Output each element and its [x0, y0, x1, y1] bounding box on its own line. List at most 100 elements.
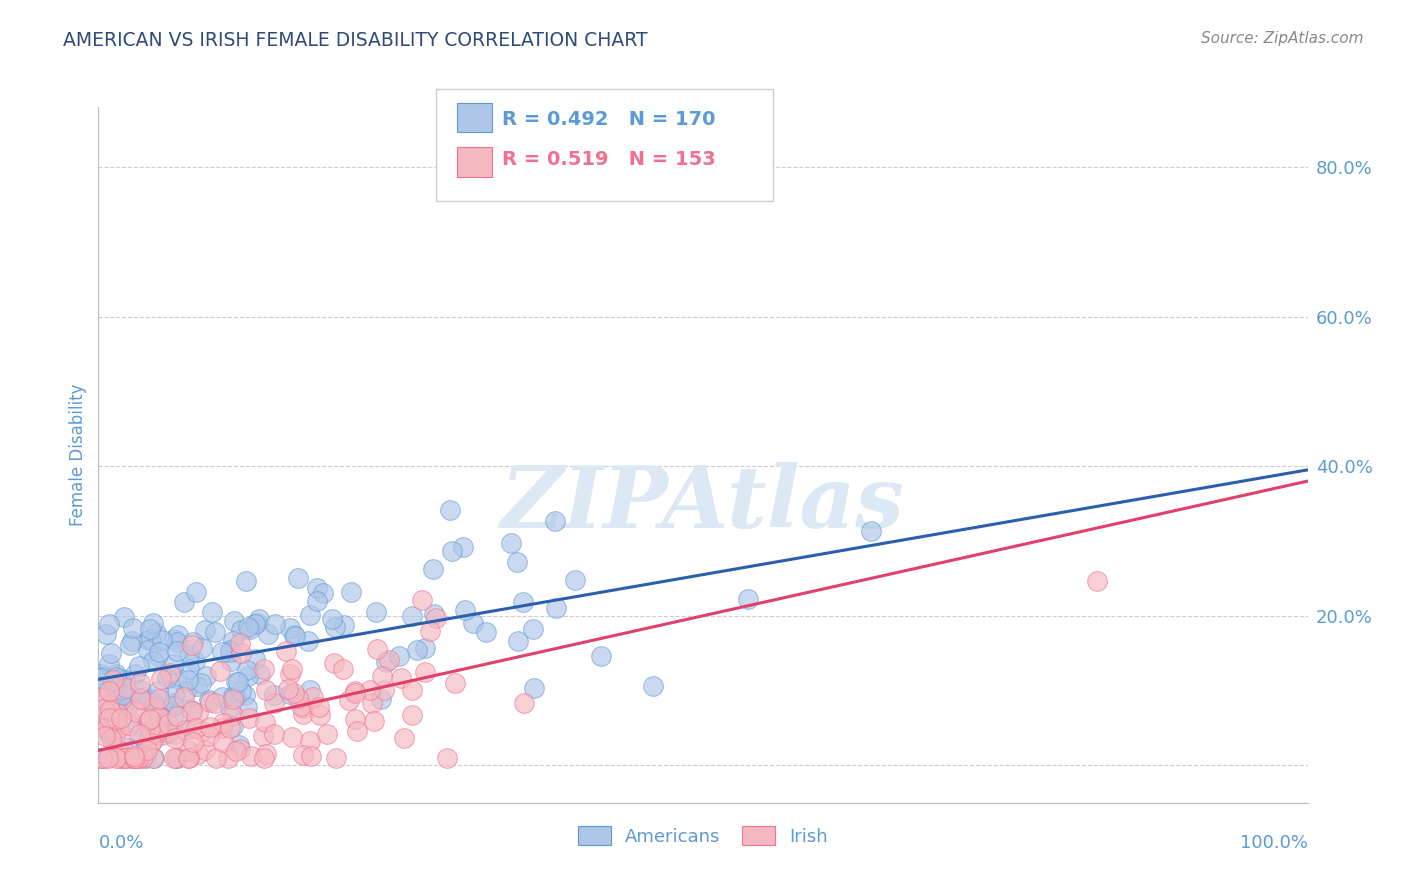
Point	[179, 648, 201, 663]
Point	[91, 670, 114, 684]
Point	[211, 734, 233, 748]
Point	[148, 692, 170, 706]
Point	[321, 612, 343, 626]
Point	[129, 683, 152, 698]
Point	[100, 729, 122, 743]
Point	[165, 731, 187, 745]
Point	[98, 703, 121, 717]
Point	[297, 633, 319, 648]
Point	[157, 726, 180, 740]
Point	[138, 731, 160, 745]
Point	[305, 594, 328, 608]
Point	[90, 667, 112, 681]
Point	[253, 751, 276, 765]
Point	[309, 707, 332, 722]
Point	[186, 679, 208, 693]
Point	[131, 751, 153, 765]
Point	[299, 608, 322, 623]
Point	[115, 681, 138, 696]
Point	[139, 622, 162, 636]
Point	[287, 690, 309, 705]
Point	[129, 675, 152, 690]
Point	[89, 690, 111, 705]
Point	[136, 633, 159, 648]
Point	[163, 751, 186, 765]
Point	[323, 620, 346, 634]
Point	[231, 646, 253, 660]
Point	[292, 707, 315, 722]
Point	[375, 655, 398, 669]
Point	[114, 751, 136, 765]
Point	[89, 712, 111, 726]
Point	[239, 622, 262, 636]
Point	[121, 634, 143, 648]
Point	[219, 654, 242, 668]
Y-axis label: Female Disability: Female Disability	[69, 384, 87, 526]
Point	[115, 701, 138, 715]
Point	[162, 708, 184, 723]
Text: R = 0.519   N = 153: R = 0.519 N = 153	[502, 150, 716, 169]
Point	[290, 699, 312, 714]
Point	[146, 649, 169, 664]
Point	[165, 751, 187, 765]
Point	[89, 671, 111, 685]
Point	[198, 729, 221, 743]
Point	[174, 683, 197, 698]
Point	[263, 697, 285, 711]
Point	[278, 621, 301, 635]
Point	[103, 711, 125, 725]
Point	[436, 751, 458, 765]
Point	[90, 751, 112, 765]
Point	[138, 713, 160, 727]
Point	[173, 723, 195, 738]
Point	[238, 620, 260, 634]
Point	[104, 728, 127, 742]
Point	[243, 616, 266, 631]
Point	[405, 642, 427, 657]
Point	[110, 711, 132, 725]
Point	[112, 610, 135, 624]
Point	[94, 690, 117, 705]
Point	[222, 691, 245, 706]
Point	[249, 667, 271, 681]
Point	[287, 571, 309, 585]
Point	[108, 721, 131, 735]
Point	[299, 749, 322, 764]
Point	[1087, 574, 1109, 589]
Point	[359, 683, 381, 698]
Point	[104, 690, 127, 705]
Point	[506, 556, 529, 570]
Point	[389, 672, 412, 686]
Point	[155, 706, 177, 720]
Point	[90, 751, 112, 765]
Point	[323, 657, 346, 671]
Point	[177, 751, 200, 765]
Point	[114, 673, 136, 687]
Point	[163, 632, 186, 647]
Point	[111, 689, 134, 703]
Point	[100, 647, 122, 661]
Point	[425, 611, 447, 625]
Point	[166, 751, 188, 765]
Legend: Americans, Irish: Americans, Irish	[571, 819, 835, 853]
Point	[325, 751, 347, 765]
Point	[194, 624, 217, 638]
Point	[194, 669, 217, 683]
Point	[129, 692, 152, 706]
Point	[453, 603, 475, 617]
Point	[166, 635, 188, 649]
Point	[89, 710, 111, 724]
Point	[191, 640, 214, 655]
Point	[180, 638, 202, 652]
Point	[346, 723, 368, 738]
Text: 100.0%: 100.0%	[1240, 834, 1308, 852]
Point	[307, 582, 329, 596]
Point	[167, 628, 190, 642]
Point	[211, 645, 233, 659]
Point	[371, 669, 394, 683]
Point	[344, 712, 367, 726]
Point	[94, 729, 117, 743]
Point	[187, 706, 209, 721]
Point	[150, 633, 173, 648]
Point	[128, 658, 150, 673]
